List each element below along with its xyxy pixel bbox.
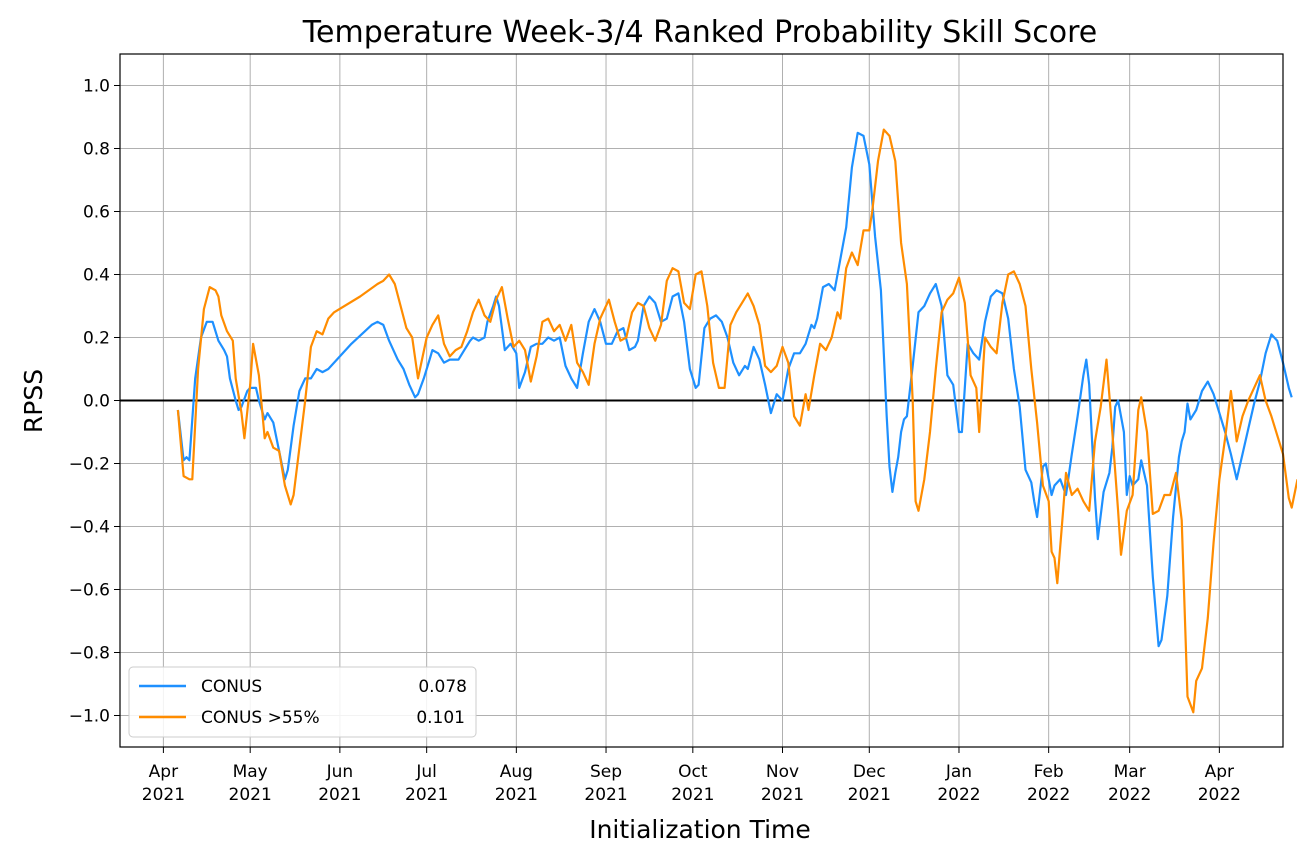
x-tick-label-month: Apr xyxy=(1205,762,1234,782)
y-axis-label: RPSS xyxy=(19,369,48,433)
legend-score-conus-55: 0.101 xyxy=(416,708,465,728)
x-tick-label-year: 2022 xyxy=(937,785,980,805)
x-tick-label-month: Nov xyxy=(766,762,799,782)
y-tick-label: 0.0 xyxy=(83,392,110,412)
series-lines xyxy=(176,128,1297,714)
x-tick-label-year: 2021 xyxy=(848,785,891,805)
chart-title: Temperature Week-3/4 Ranked Probability … xyxy=(302,15,1097,50)
x-tick-label-month: Jul xyxy=(415,762,437,782)
x-tick-label-year: 2022 xyxy=(1027,785,1070,805)
x-tick-label-month: Dec xyxy=(853,762,886,782)
x-tick-label-year: 2021 xyxy=(318,785,361,805)
x-tick-label-month: Mar xyxy=(1114,762,1146,782)
x-tick-label-month: Sep xyxy=(590,762,622,782)
x-axis-ticks: Apr 2021 May 2021 Jun 2021 Jul 2021 Aug 2021 Sep 20… xyxy=(142,747,1241,805)
x-tick-label-month: Aug xyxy=(500,762,533,782)
legend-box xyxy=(128,666,477,738)
y-tick-label: 0.2 xyxy=(83,329,110,349)
y-tick-label: 1.0 xyxy=(83,77,110,97)
y-tick-label: −0.8 xyxy=(69,644,110,664)
legend: CONUS 0.078 CONUS >55% 0.101 xyxy=(128,666,477,738)
y-tick-label: 0.8 xyxy=(83,140,110,160)
y-tick-label: −0.4 xyxy=(69,518,110,538)
x-tick-label-month: Apr xyxy=(149,762,178,782)
legend-label-conus-55: CONUS >55% xyxy=(201,708,320,728)
x-tick-label-year: 2021 xyxy=(495,785,538,805)
x-tick-label-year: 2022 xyxy=(1108,785,1151,805)
legend-label-conus: CONUS xyxy=(201,677,262,697)
x-tick-label-year: 2021 xyxy=(671,785,714,805)
x-tick-label-month: Oct xyxy=(678,762,708,782)
series-line-conus xyxy=(176,131,1293,648)
y-tick-label: 0.4 xyxy=(83,266,110,286)
series-line-conus-55 xyxy=(176,128,1297,714)
y-tick-label: −0.2 xyxy=(69,455,110,475)
x-tick-label-year: 2021 xyxy=(584,785,627,805)
y-tick-label: −1.0 xyxy=(69,707,110,727)
x-tick-label-month: Feb xyxy=(1034,762,1064,782)
x-tick-label-year: 2021 xyxy=(405,785,448,805)
y-tick-label: 0.6 xyxy=(83,203,110,223)
x-tick-label-year: 2021 xyxy=(761,785,804,805)
x-tick-label-month: Jun xyxy=(326,762,354,782)
x-tick-label-month: Jan xyxy=(945,762,972,782)
y-axis-ticks: 1.0 0.8 0.6 0.4 0.2 0.0 −0.2 −0.4 −0.6 −0.8 −1.0 xyxy=(69,77,120,727)
x-tick-label-year: 2021 xyxy=(229,785,272,805)
x-tick-label-year: 2022 xyxy=(1198,785,1241,805)
x-axis-label: Initialization Time xyxy=(589,815,811,844)
legend-score-conus: 0.078 xyxy=(418,677,467,697)
x-tick-label-month: May xyxy=(233,762,268,782)
x-tick-label-year: 2021 xyxy=(142,785,185,805)
y-tick-label: −0.6 xyxy=(69,581,110,601)
